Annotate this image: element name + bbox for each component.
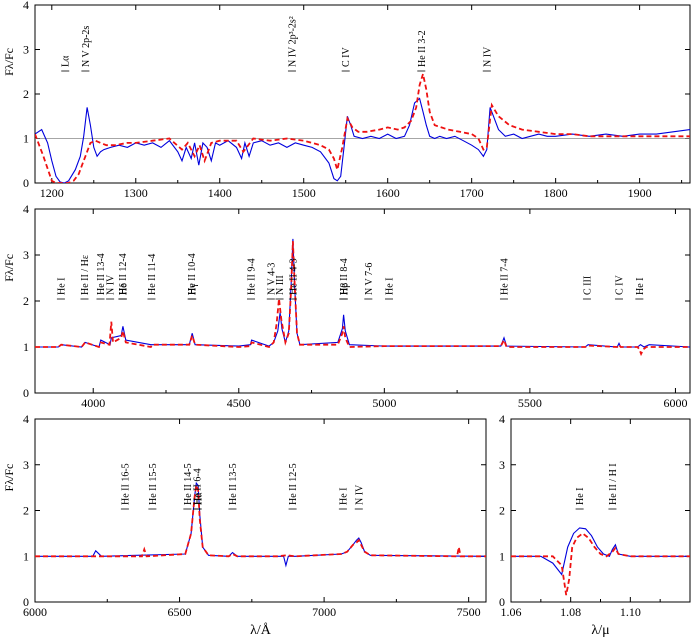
line-label: He I	[384, 278, 395, 296]
x-tick-label: 7500	[457, 605, 481, 619]
line-label: He I	[575, 488, 586, 506]
line-label: N IV	[482, 46, 493, 67]
line-label: He II / H I	[608, 463, 619, 505]
y-tick-label: 1	[23, 132, 29, 146]
line-label: C IV	[341, 47, 352, 68]
plot-frame	[34, 4, 691, 184]
panel-infrared: 1.06 1.08 1.10 0 1 2 3 4 He I He II / H I λ/μ	[499, 412, 691, 638]
line-label: He II 12-4	[118, 253, 129, 295]
x-tick-label: 1900	[628, 186, 652, 200]
line-label: He I	[56, 278, 67, 296]
line-label: Lα	[61, 55, 72, 67]
line-label: C III	[582, 276, 593, 295]
x-tick-label: 1400	[208, 186, 232, 200]
line-label: He II 11-4	[147, 254, 158, 295]
y-tick-label: 2	[23, 294, 29, 308]
y-axis-label: Fλ/Fc	[2, 254, 16, 282]
plot-frame	[510, 418, 691, 603]
line-label: He II 16-5	[120, 463, 131, 505]
observed-spectrum-line	[511, 527, 690, 576]
x-tick-label: 5500	[518, 396, 542, 410]
line-label: Hβ	[339, 283, 350, 295]
y-tick-label: 0	[23, 386, 29, 400]
line-label: He II 14-5	[183, 463, 194, 505]
y-tick-label: 2	[23, 504, 29, 518]
x-tick-label: 6000	[23, 605, 47, 619]
line-label: He I	[338, 488, 349, 506]
x-tick-label: 7000	[312, 605, 336, 619]
x-tick-label: 4500	[227, 396, 251, 410]
line-label: N IV	[354, 484, 365, 505]
x-tick-label: 4000	[81, 396, 105, 410]
line-label: He II 8-4	[339, 258, 350, 295]
y-tick-label: 4	[499, 412, 505, 426]
y-tick-label: 3	[499, 458, 505, 472]
x-tick-label: 6500	[168, 605, 192, 619]
line-label: He II 9-4	[247, 258, 258, 295]
plot-frame	[34, 208, 691, 394]
x-tick-label: 1300	[124, 186, 148, 200]
y-tick-label: 1	[23, 549, 29, 563]
line-label: N IV 2p³-2s²	[287, 16, 298, 67]
line-label: He I	[635, 278, 646, 296]
line-label: He II 13-4	[96, 253, 107, 295]
y-tick-label: 1	[23, 340, 29, 354]
line-label: N III	[275, 275, 286, 295]
y-tick-label: 3	[23, 458, 29, 472]
model-spectrum-line	[511, 532, 690, 596]
x-tick-label: 1500	[292, 186, 316, 200]
x-tick-label: 1.08	[560, 605, 581, 619]
x-tick-label: 1.10	[620, 605, 641, 619]
x-tick-label: 1.06	[501, 605, 522, 619]
line-label: Hα	[193, 492, 204, 505]
x-axis-label: λ/μ	[591, 623, 609, 638]
y-tick-label: 2	[499, 504, 505, 518]
y-axis-label: Fλ/Fc	[2, 48, 16, 76]
x-tick-label: 1800	[544, 186, 568, 200]
line-label: Hδ	[118, 283, 129, 295]
line-label: He II 4-3	[288, 258, 299, 295]
panel-uv: 1200 1300 1400 1500 1600 1700 1800 1900 0 1 2 3 4 Lα N…	[2, 0, 691, 200]
observed-spectrum-line	[35, 97, 690, 183]
y-tick-label: 3	[23, 43, 29, 57]
x-tick-label: 6000	[663, 396, 687, 410]
x-tick-label: 1200	[40, 186, 64, 200]
y-tick-label: 0	[499, 595, 505, 609]
model-spectrum-line	[35, 241, 690, 357]
y-tick-label: 4	[23, 202, 29, 216]
line-label: N IV	[106, 274, 117, 295]
y-tick-label: 0	[23, 595, 29, 609]
line-label: He II / Hε	[80, 255, 91, 295]
y-tick-label: 4	[23, 412, 29, 426]
line-label: He II 15-5	[148, 463, 159, 505]
x-tick-label: 1700	[460, 186, 484, 200]
y-tick-label: 0	[23, 176, 29, 190]
panel-optical: 4000 4500 5000 5500 6000 0 1 2 3 4 He I He II / Hε H…	[2, 202, 691, 410]
y-axis-label: Fλ/Fc	[2, 464, 16, 492]
model-spectrum-line	[35, 481, 486, 558]
line-label: C IV	[614, 275, 625, 296]
line-label: He II 10-4	[187, 253, 198, 295]
x-axis-label: λ/Å	[250, 622, 272, 638]
line-label: He II 3-2	[417, 30, 428, 67]
line-label: N V 2p-2s	[81, 26, 92, 67]
observed-spectrum-line	[35, 481, 486, 568]
x-tick-label: 1600	[376, 186, 400, 200]
line-label: He II 7-4	[499, 258, 510, 295]
panel-red: 6000 6500 7000 7500 0 1 2 3 4 He II 16-5 He II 15-…	[2, 412, 487, 638]
line-label: He II 13-5	[228, 463, 239, 505]
plot-frame	[34, 418, 487, 603]
x-tick-label: 5000	[372, 396, 396, 410]
y-tick-label: 2	[23, 87, 29, 101]
model-spectrum-line	[35, 70, 690, 183]
line-label: He II 6-4	[192, 468, 203, 505]
line-label: N V 7-6	[364, 263, 375, 295]
y-tick-label: 3	[23, 248, 29, 262]
line-label: He II 12-5	[288, 463, 299, 505]
line-label: N V 4-3	[266, 263, 277, 295]
y-tick-label: 4	[23, 0, 29, 12]
y-tick-label: 1	[499, 549, 505, 563]
line-label: Hγ	[188, 283, 199, 295]
